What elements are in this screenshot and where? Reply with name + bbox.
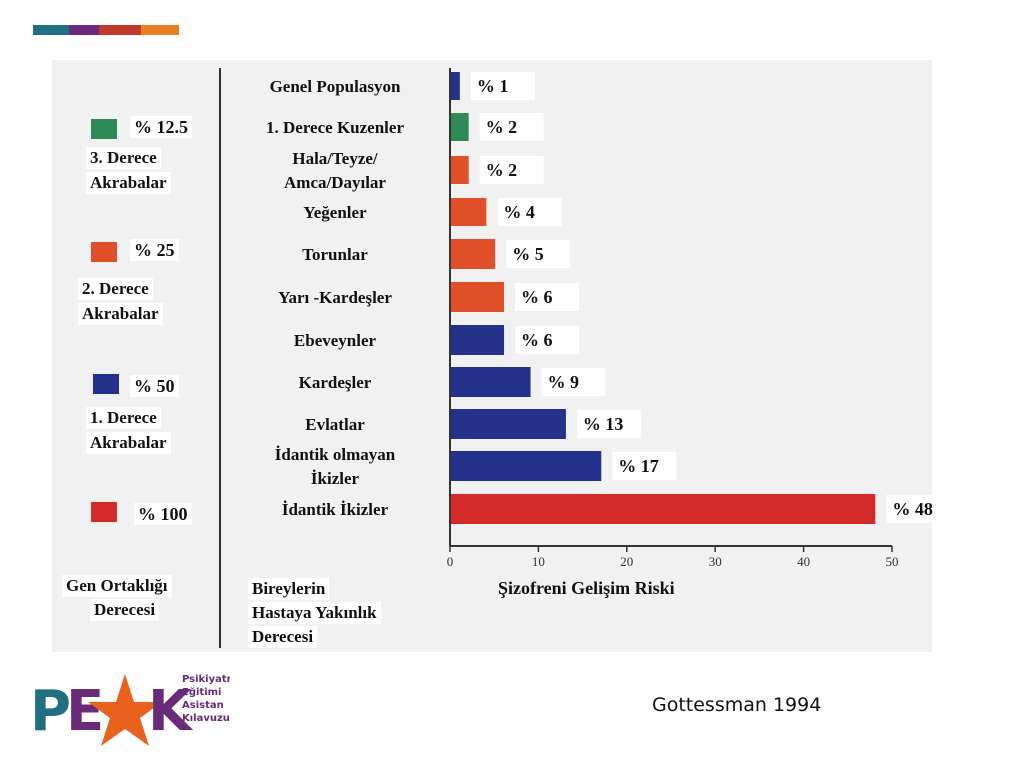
value-label: % 2 [486, 160, 518, 180]
value-label: % 9 [548, 372, 580, 392]
legend-line: 3. Derece [86, 147, 161, 169]
gene-share-title: Gen Ortaklığı [62, 575, 172, 597]
x-axis-title: Şizofreni Gelişim Riski [498, 578, 675, 598]
category-label: Hala/Teyze/ [292, 149, 378, 168]
legend-percent: % 50 [130, 375, 179, 397]
bar [451, 409, 566, 439]
legend-line: Akrabalar [78, 303, 163, 325]
relation-title: Hastaya Yakınlık [248, 602, 381, 624]
category-label: İdantik İkizler [282, 500, 389, 519]
legend-swatch-25 [91, 242, 117, 262]
header-bar-segment [99, 25, 141, 35]
category-label: İkizler [311, 469, 360, 488]
bar [451, 72, 460, 100]
value-label: % 1 [477, 76, 509, 96]
header-bar-segment [69, 25, 99, 35]
legend-line: 1. Derece [86, 407, 161, 429]
peak-logo: P E K Psikiyatri Eğitimi Asistan Kılavuz… [30, 674, 230, 746]
value-label-bg [515, 283, 580, 311]
relation-title: Derecesi [248, 626, 318, 648]
svg-text:E: E [66, 679, 104, 744]
value-label: % 13 [583, 414, 624, 434]
value-label-bg [470, 72, 535, 100]
header-color-bar [33, 25, 179, 35]
bar [451, 239, 496, 269]
value-label-bg [576, 410, 641, 438]
category-label: Evlatlar [305, 415, 365, 434]
legend-line: 2. Derece [78, 278, 153, 300]
value-label-bg [506, 240, 571, 268]
bar [451, 198, 487, 226]
x-tick-label: 20 [620, 554, 633, 569]
bar [451, 325, 505, 355]
svg-text:P: P [30, 679, 71, 744]
value-label-bg [479, 156, 544, 184]
legend-line: Akrabalar [86, 432, 171, 454]
bar [451, 113, 469, 141]
x-tick-label: 40 [797, 554, 810, 569]
legend-swatch-12-5 [91, 119, 117, 139]
category-label: Yeğenler [303, 203, 367, 222]
value-label-bg [886, 495, 951, 523]
category-label: İdantik olmayan [275, 445, 396, 464]
value-label: % 2 [486, 117, 518, 137]
value-label: % 6 [521, 330, 553, 350]
legend-percent: % 100 [134, 503, 192, 525]
bar [451, 451, 602, 481]
bar [451, 494, 876, 524]
svg-text:Psikiyatri: Psikiyatri [182, 674, 230, 685]
legend-percent: % 25 [130, 239, 179, 261]
bar [451, 282, 505, 312]
header-bar-segment [141, 25, 179, 35]
svg-text:Asistan: Asistan [182, 700, 224, 711]
svg-text:Kılavuzu: Kılavuzu [182, 713, 230, 724]
value-label-bg [497, 198, 562, 226]
category-label: Kardeşler [299, 373, 372, 392]
value-label-bg [515, 326, 580, 354]
svg-text:K: K [148, 679, 194, 744]
header-bar-segment [33, 25, 69, 35]
category-label: Torunlar [302, 245, 368, 264]
category-label: Ebeveynler [294, 331, 377, 350]
value-label: % 4 [503, 202, 535, 222]
gene-share-title: Derecesi [90, 599, 160, 621]
legend-swatch-100 [91, 502, 117, 522]
x-tick-label: 50 [886, 554, 899, 569]
bar [451, 156, 469, 184]
category-label: Genel Populasyon [270, 77, 401, 96]
category-label: 1. Derece Kuzenler [266, 118, 404, 137]
x-tick-label: 0 [447, 554, 454, 569]
value-label: % 6 [521, 287, 553, 307]
value-label-bg [612, 452, 677, 480]
value-label-bg [541, 368, 606, 396]
value-label: % 48 [892, 499, 933, 519]
value-label: % 17 [618, 456, 659, 476]
svg-text:Eğitimi: Eğitimi [182, 686, 221, 698]
value-label-bg [479, 113, 544, 141]
legend-percent: % 12.5 [130, 116, 192, 138]
relation-title: Bireylerin [248, 578, 330, 600]
category-label: Amca/Dayılar [284, 173, 386, 192]
category-label: Yarı -Kardeşler [278, 288, 392, 307]
bar [451, 367, 531, 397]
x-tick-label: 30 [709, 554, 722, 569]
citation: Gottessman 1994 [652, 694, 822, 716]
value-label: % 5 [512, 244, 544, 264]
legend-swatch-50 [93, 374, 119, 394]
legend-line: Akrabalar [86, 172, 171, 194]
x-tick-label: 10 [532, 554, 545, 569]
